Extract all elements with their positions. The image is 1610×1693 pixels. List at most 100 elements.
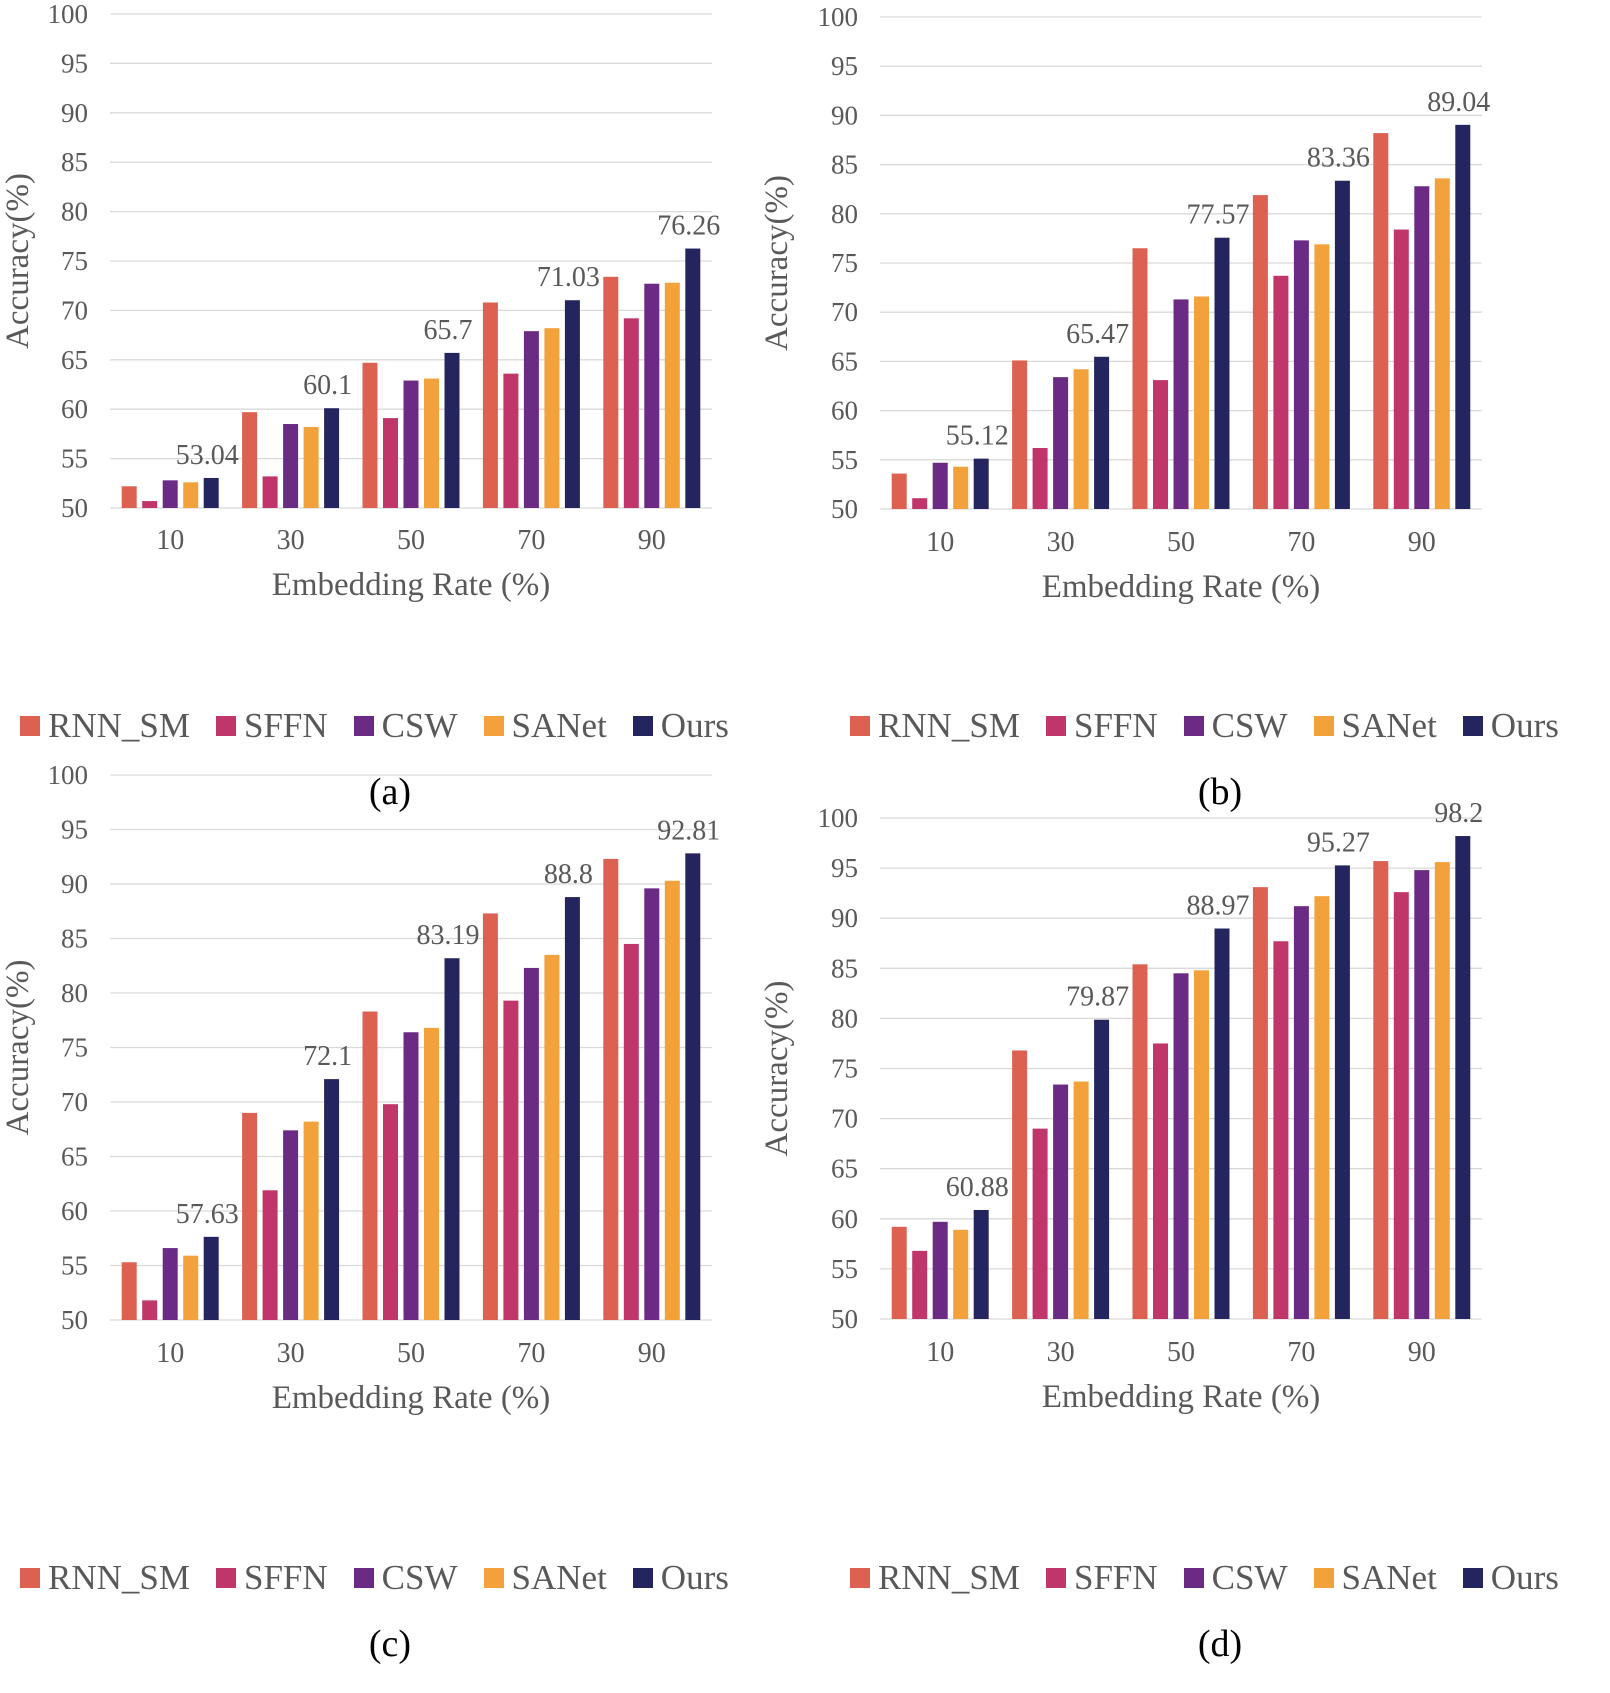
bar-sffn-90 [1393,229,1409,509]
legend-swatch-ours [1462,1568,1483,1588]
x-tick-label: 70 [1287,527,1315,558]
y-tick-label: 50 [61,1305,88,1335]
bar-rnn-sm-50 [1132,248,1148,510]
legend-item-rnn-sm: RNN_SM [20,1558,190,1598]
legend-label-ours: Ours [660,1558,729,1597]
bar-sffn-50 [1153,380,1168,509]
legend-swatch-csw [353,1568,374,1588]
bar-sanet-30 [1073,369,1089,509]
legend-label-ours: Ours [1490,706,1559,745]
chart-panel-d: 50 55 60 65 70 75 80 85 90 95 100 60.88 10 79.87 30 88.… [759,798,1610,1693]
y-tick-label: 100 [48,0,89,29]
bar-rnn-sm-70 [1252,887,1268,1319]
data-label-10: 55.12 [946,421,1009,452]
bar-rnn-sm-30 [1012,360,1028,509]
bar-rnn-sm-50 [362,362,378,508]
bar-csw-10 [932,1221,948,1319]
y-tick-label: 95 [831,853,858,883]
x-tick-label: 90 [638,525,666,556]
x-tick-label: 90 [1408,527,1436,558]
legend-item-ours: Ours [632,706,729,746]
legend-label-sffn: SFFN [243,706,328,745]
y-tick-label: 100 [818,2,859,32]
x-axis-title: Embedding Rate (%) [272,1380,551,1416]
legend-swatch-sanet [1313,716,1334,736]
legend-label-rnn-sm: RNN_SM [48,1558,190,1597]
data-label-90: 89.04 [1427,87,1490,118]
bar-rnn-sm-90 [603,858,619,1320]
y-axis-title: Accuracy(%) [0,173,36,349]
y-tick-label: 80 [61,197,88,227]
bar-csw-30 [1053,377,1069,509]
bar-sffn-10 [912,1250,928,1319]
y-tick-label: 70 [61,295,88,325]
bar-rnn-sm-70 [482,913,498,1320]
y-tick-label: 90 [831,100,858,130]
legend-item-sanet: SANet [1313,706,1437,746]
bar-ours-30 [1094,1019,1110,1319]
legend-label-rnn-sm: RNN_SM [48,706,190,745]
bar-sanet-50 [1194,296,1209,509]
y-tick-label: 75 [61,246,88,276]
data-label-10: 60.88 [946,1172,1009,1203]
legend-b: RNN_SM SFFN CSW SANet Ours [850,706,1585,746]
bar-ours-90 [685,853,701,1320]
caption-b: (b) [1197,771,1243,813]
bar-rnn-sm-30 [242,1112,258,1320]
x-tick-label: 10 [926,1337,954,1368]
x-tick-label: 70 [517,525,545,556]
bar-csw-30 [283,1130,299,1320]
bar-sanet-70 [544,954,560,1320]
y-tick-label: 50 [831,494,858,524]
bar-ours-50 [1214,237,1230,510]
y-tick-label: 55 [831,1254,858,1284]
legend-label-sanet: SANet [511,706,607,745]
x-tick-label: 50 [1167,527,1195,558]
legend-swatch-ours [1462,716,1483,736]
y-tick-label: 65 [61,1142,88,1172]
bar-sanet-90 [1434,178,1450,509]
y-tick-label: 70 [831,297,858,327]
y-tick-label: 80 [831,1003,858,1033]
legend-item-csw: CSW [1183,706,1288,746]
y-tick-label: 50 [831,1304,858,1334]
bar-sffn-50 [383,418,398,508]
legend-label-sffn: SFFN [1073,706,1158,745]
y-tick-label: 90 [61,98,88,128]
data-label-70: 88.8 [544,859,593,890]
data-label-50: 65.7 [424,315,473,346]
bar-rnn-sm-90 [1373,133,1389,509]
bar-sffn-90 [623,318,639,508]
legend-item-ours: Ours [632,1558,729,1598]
legend-label-rnn-sm: RNN_SM [878,706,1020,745]
legend-label-csw: CSW [1211,706,1288,745]
bar-ours-70 [1334,865,1350,1319]
y-tick-label: 85 [61,147,88,177]
x-tick-label: 30 [1047,1337,1075,1368]
y-tick-label: 90 [61,869,88,899]
x-tick-label: 90 [638,1338,666,1369]
x-tick-label: 10 [926,527,954,558]
legend-item-rnn-sm: RNN_SM [850,1558,1020,1598]
legend-swatch-csw [1183,1568,1204,1588]
y-tick-label: 95 [61,815,88,845]
legend-label-ours: Ours [1490,1558,1559,1597]
caption-c: (c) [368,1623,412,1665]
legend-label-sanet: SANet [1341,706,1437,745]
data-label-70: 83.36 [1307,143,1370,174]
y-tick-label: 60 [831,396,858,426]
y-axis-title: Accuracy(%) [0,960,36,1136]
legend-item-sanet: SANet [483,1558,607,1598]
bar-sffn-90 [623,943,639,1320]
legend-swatch-sffn [215,716,236,736]
bar-sffn-50 [1153,1043,1168,1319]
legend-item-ours: Ours [1462,1558,1559,1598]
legend-swatch-ours [632,716,653,736]
bar-sffn-30 [1032,447,1048,509]
y-axis-title: Accuracy(%) [759,981,795,1157]
bar-sffn-50 [383,1104,398,1320]
y-tick-label: 75 [61,1033,88,1063]
bar-ours-10 [203,477,219,508]
x-tick-label: 50 [1167,1337,1195,1368]
y-tick-label: 80 [61,978,88,1008]
